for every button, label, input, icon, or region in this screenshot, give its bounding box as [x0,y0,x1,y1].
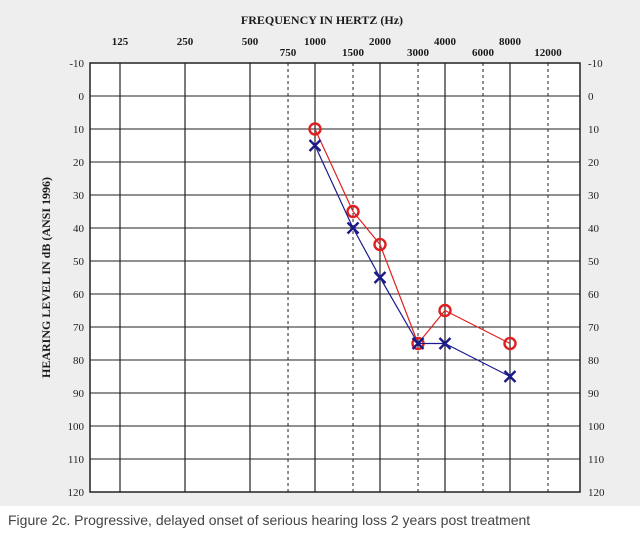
y-tick-label-right: 70 [588,322,600,334]
y-tick-label-left: 40 [73,223,85,235]
y-tick-label-left: 90 [73,388,85,400]
data-point-circle [438,303,452,318]
series-line-segment [352,227,381,278]
data-point-circle [308,122,322,136]
y-tick-label-left: 120 [68,487,85,499]
y-tick-label-left: 50 [73,256,85,268]
data-point-cross [308,139,322,152]
y-tick-label-left: 80 [73,355,85,367]
y-tick-label-right: 110 [588,454,605,466]
data-point-cross [438,337,452,350]
data-point-circle [346,204,360,219]
x-tick-label: 4000 [434,36,457,48]
y-tick-label-right: 100 [588,421,605,433]
y-tick-label-right: 60 [588,289,600,301]
audiogram-chart: -10 -10 0 0 10 10 20 20 30 30 40 40 50 50 60 60 70 70 80 80… [39,13,605,499]
x-tick-label: 12000 [534,47,562,59]
y-tick-label-left: 60 [73,289,85,301]
series-line-segment [314,145,354,229]
x-tick-label: 500 [242,36,259,48]
y-tick-label-right: 30 [588,190,600,202]
y-tick-label-left: -10 [69,58,84,70]
data-point-cross [346,221,360,235]
chart-panel: -10 -10 0 0 10 10 20 20 30 30 40 40 50 50 60 60 70 70 80 80… [0,0,640,506]
y-tick-label-right: 40 [588,223,600,235]
y-tick-label-right: 80 [588,355,600,367]
y-tick-label-left: 20 [73,157,85,169]
y-axis-title: HEARING LEVEL IN dB (ANSI 1996) [39,177,53,378]
y-tick-label-left: 100 [68,421,85,433]
x-tick-label: 8000 [499,36,522,48]
y-tick-label-right: 120 [588,487,605,499]
y-tick-label-left: 70 [73,322,85,334]
y-tick-label-right: 20 [588,157,600,169]
x-axis-title: FREQUENCY IN HERTZ (Hz) [241,13,403,27]
series-line-segment [352,211,381,245]
y-tick-label-left: 0 [79,91,85,103]
data-point-circle [503,336,517,351]
y-tick-label-right: 10 [588,124,600,136]
y-tick-label-left: 10 [73,124,85,136]
x-tick-label: 125 [112,36,129,48]
y-tick-label-left: 110 [68,454,85,466]
x-tick-label: 1000 [304,36,327,48]
x-tick-label: 1500 [342,47,365,59]
x-tick-label: 3000 [407,47,430,59]
series-line-segment [379,244,419,344]
x-tick-label: 2000 [369,36,392,48]
data-point-circle [373,237,387,252]
series-line-segment [314,128,354,212]
x-tick-label: 250 [177,36,194,48]
y-tick-label-right: 90 [588,388,600,400]
data-point-cross [503,370,517,383]
y-tick-label-right: 50 [588,256,600,268]
x-tick-label: 6000 [472,47,495,59]
figure-caption: Figure 2c. Progressive, delayed onset of… [8,512,531,528]
y-tick-label-right: 0 [588,91,594,103]
plot-border [89,62,581,493]
y-tick-label-left: 30 [73,190,85,202]
x-tick-label: 750 [280,47,297,59]
series-line-segment [379,277,419,344]
series-line-segment [444,309,511,345]
data-point-cross [373,271,387,284]
y-tick-label-right: -10 [588,58,603,70]
data-point-cross [411,337,425,350]
series-line-segment [444,342,511,378]
plot-area [90,63,580,492]
